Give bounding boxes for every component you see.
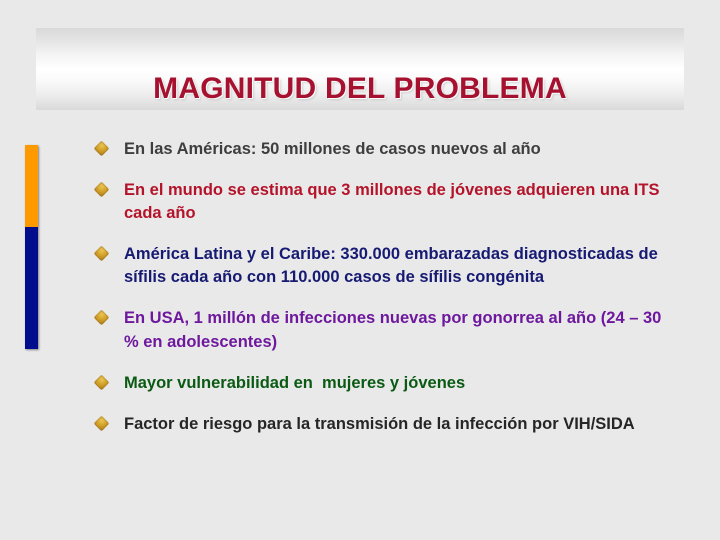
- accent-bar-segment-orange: [25, 145, 38, 227]
- list-item-label: En el mundo se estima que 3 millones de …: [124, 181, 665, 223]
- diamond-bullet-icon: [93, 374, 110, 390]
- bullet-list: En las Américas: 50 millones de casos nu…: [93, 138, 676, 436]
- list-item: Mayor vulnerabilidad en mujeres y jóvene…: [93, 372, 676, 395]
- list-item-label: En USA, 1 millón de infecciones nuevas p…: [124, 309, 666, 351]
- list-item: En USA, 1 millón de infecciones nuevas p…: [93, 307, 676, 353]
- list-item-label: Mayor vulnerabilidad en mujeres y jóvene…: [124, 373, 466, 392]
- list-item-label: En las Américas: 50 millones de casos nu…: [124, 140, 541, 158]
- diamond-bullet-icon: [93, 246, 110, 262]
- page-title: MAGNITUD DEL PROBLEMA: [153, 72, 567, 106]
- left-accent-bar: [25, 145, 38, 349]
- diamond-bullet-icon: [93, 415, 110, 432]
- list-item: América Latina y el Caribe: 330.000 emba…: [93, 243, 676, 289]
- list-item: En el mundo se estima que 3 millones de …: [93, 179, 676, 225]
- diamond-bullet-icon: [93, 181, 110, 198]
- list-item-label: América Latina y el Caribe: 330.000 emba…: [124, 245, 663, 287]
- diamond-bullet-icon: [93, 140, 110, 157]
- list-item-label: Factor de riesgo para la transmisión de …: [124, 414, 635, 433]
- list-item: Factor de riesgo para la transmisión de …: [93, 413, 676, 436]
- diamond-bullet-icon: [93, 310, 110, 326]
- accent-bar-segment-navy: [25, 227, 38, 349]
- list-item: En las Américas: 50 millones de casos nu…: [93, 138, 676, 161]
- title-banner-background: [36, 28, 684, 110]
